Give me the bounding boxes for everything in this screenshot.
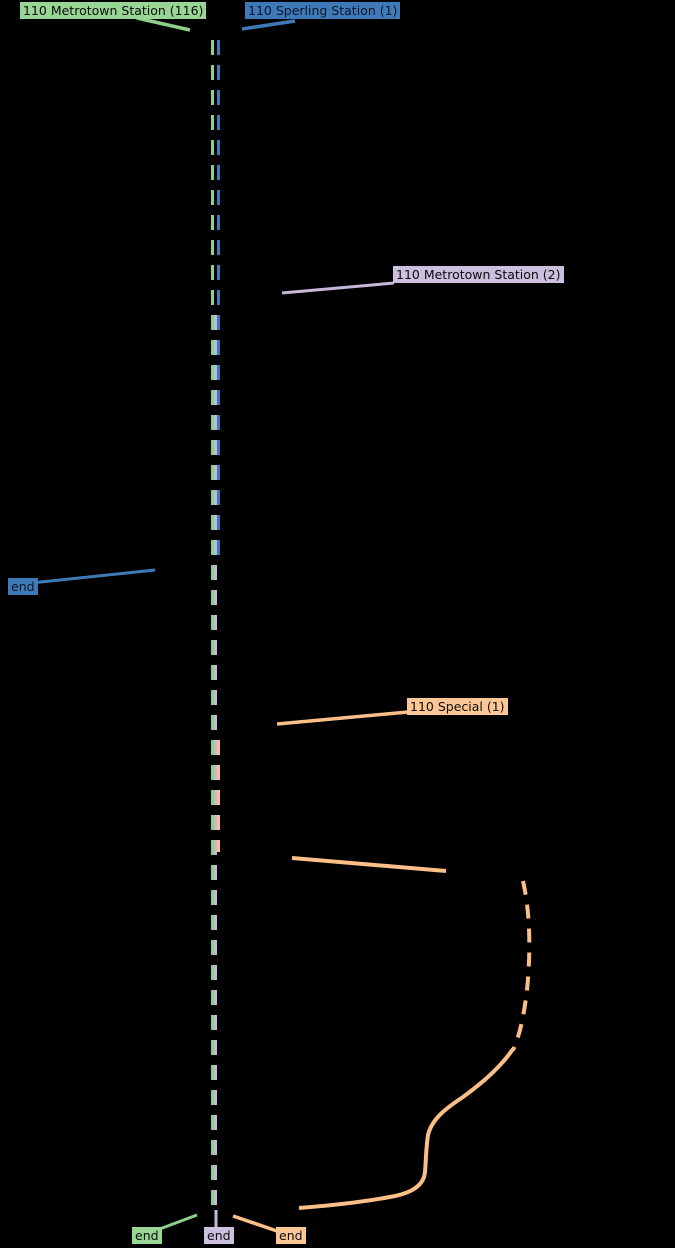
label-110-metrotown-station-2: 110 Metrotown Station (2) xyxy=(393,266,564,283)
route-line-orange-branch-out xyxy=(291,856,447,873)
label-end-purple: end xyxy=(204,1227,234,1244)
label-110-sperling-station-1: 110 Sperling Station (1) xyxy=(245,2,401,19)
leader-orange-end xyxy=(232,1214,278,1233)
leader-purple xyxy=(281,281,395,295)
leader-green-top xyxy=(136,16,191,32)
label-end-green: end xyxy=(132,1227,162,1244)
leader-orange-special xyxy=(276,710,409,726)
leader-blue-top xyxy=(241,19,296,31)
label-end-blue: end xyxy=(8,578,38,595)
route-line-orange-branch-dashed xyxy=(511,880,532,1051)
leader-blue-end xyxy=(30,568,156,585)
route-line-orange-branch-return xyxy=(298,1047,515,1210)
label-110-special-1: 110 Special (1) xyxy=(407,698,508,715)
label-end-orange: end xyxy=(276,1227,306,1244)
leader-green-end xyxy=(156,1213,198,1232)
label-110-metrotown-station-116: 110 Metrotown Station (116) xyxy=(20,2,207,19)
